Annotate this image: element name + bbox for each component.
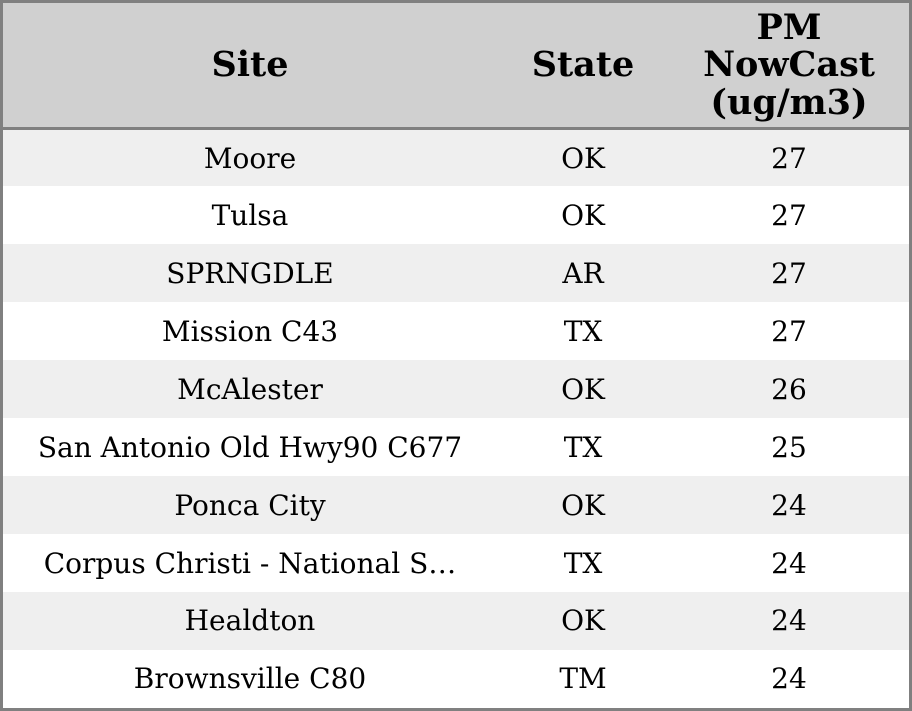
- state-cell: OK: [561, 198, 605, 232]
- pm-nowcast-cell: 24: [771, 546, 807, 580]
- pm-nowcast-cell: 24: [771, 662, 807, 696]
- pm-nowcast-cell: 24: [771, 488, 807, 522]
- table-row: Tulsa OK 27: [3, 186, 909, 245]
- state-cell: OK: [561, 141, 605, 175]
- site-cell: Tulsa: [211, 198, 289, 232]
- pm-nowcast-cell: 27: [771, 198, 807, 232]
- site-cell: Mission C43: [161, 314, 339, 348]
- site-cell: Moore: [203, 141, 297, 175]
- column-header-site[interactable]: Site: [3, 3, 497, 130]
- state-cell: TX: [563, 546, 603, 580]
- state-cell: OK: [561, 488, 605, 522]
- table-row: Ponca City OK 24: [3, 476, 909, 535]
- table-header: Site State PM NowCast (ug/m3): [3, 3, 909, 130]
- table-body: Moore OK 27 Tulsa OK 27 SPRNGDLE AR 27 M…: [3, 128, 909, 708]
- table-row: SPRNGDLE AR 27: [3, 244, 909, 303]
- site-cell: SPRNGDLE: [166, 256, 334, 290]
- state-cell: TX: [563, 314, 603, 348]
- state-cell: TM: [559, 662, 607, 696]
- state-cell: OK: [561, 604, 605, 638]
- site-cell: San Antonio Old Hwy90 C677: [37, 430, 463, 464]
- column-header-state[interactable]: State: [497, 3, 669, 130]
- pm-nowcast-cell: 27: [771, 141, 807, 175]
- pm-nowcast-cell: 27: [771, 256, 807, 290]
- table-row: Corpus Christi - National S… TX 24: [3, 534, 909, 592]
- pm-nowcast-cell: 27: [771, 314, 807, 348]
- table-row: Moore OK 27: [3, 128, 909, 187]
- pm-nowcast-table: Site State PM NowCast (ug/m3) Moore OK 2…: [3, 3, 909, 708]
- site-cell: Ponca City: [174, 488, 326, 522]
- table-row: McAlester OK 26: [3, 360, 909, 419]
- state-cell: TX: [563, 430, 603, 464]
- site-cell: McAlester: [177, 372, 323, 406]
- pm-nowcast-cell: 26: [771, 372, 807, 406]
- table-row: San Antonio Old Hwy90 C677 TX 25: [3, 418, 909, 477]
- pm-nowcast-cell: 25: [771, 430, 807, 464]
- site-cell: Healdton: [184, 604, 316, 638]
- table-row: Mission C43 TX 27: [3, 302, 909, 361]
- column-header-pm-nowcast[interactable]: PM NowCast (ug/m3): [669, 3, 909, 130]
- site-cell: Brownsville C80: [133, 662, 367, 696]
- pm-nowcast-cell: 24: [771, 604, 807, 638]
- site-cell: Corpus Christi - National S…: [43, 546, 457, 580]
- table-row: Healdton OK 24: [3, 592, 909, 650]
- header-row: Site State PM NowCast (ug/m3): [3, 3, 909, 130]
- state-cell: AR: [562, 256, 604, 290]
- state-cell: OK: [561, 372, 605, 406]
- table-row: Brownsville C80 TM 24: [3, 649, 909, 708]
